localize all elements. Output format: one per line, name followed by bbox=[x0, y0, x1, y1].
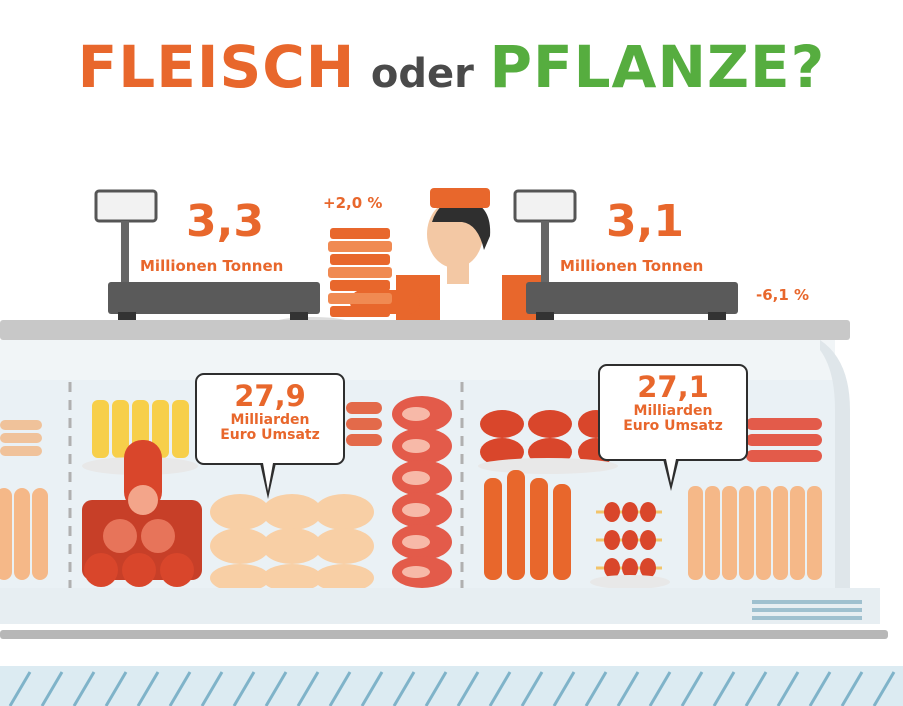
title-plant: PFLANZE? bbox=[489, 33, 826, 101]
left-revenue-line1: Milliarden bbox=[230, 412, 310, 429]
right-bubble-pointer bbox=[663, 459, 679, 491]
title-meat: FLEISCH bbox=[77, 33, 356, 101]
page-title: FLEISCH oder PFLANZE? bbox=[0, 38, 903, 96]
left-bubble-pointer bbox=[260, 463, 276, 499]
right-revenue-line2: Euro Umsatz bbox=[623, 418, 723, 435]
right-volume-change: -6,1 % bbox=[756, 286, 810, 304]
left-revenue-line2: Euro Umsatz bbox=[220, 427, 320, 444]
right-products bbox=[478, 410, 822, 589]
counter-base bbox=[0, 588, 888, 639]
counter-top bbox=[0, 320, 850, 340]
right-revenue-bubble: 27,1 Milliarden Euro Umsatz bbox=[598, 364, 748, 461]
left-volume-change: +2,0 % bbox=[323, 194, 383, 212]
floor-stripes bbox=[0, 666, 903, 706]
right-revenue-value: 27,1 bbox=[637, 370, 709, 404]
left-revenue-bubble: 27,9 Milliarden Euro Umsatz bbox=[195, 373, 345, 465]
bacon-stack bbox=[328, 228, 392, 317]
title-connector: oder bbox=[370, 51, 474, 97]
left-scale bbox=[94, 189, 320, 320]
left-revenue-value: 27,9 bbox=[234, 379, 306, 413]
left-volume-value: 3,3 bbox=[186, 196, 264, 247]
left-volume-unit: Millionen Tonnen bbox=[140, 257, 284, 275]
right-volume-value: 3,1 bbox=[606, 196, 684, 247]
left-products bbox=[0, 396, 452, 592]
right-scale bbox=[513, 189, 738, 320]
right-revenue-line1: Milliarden bbox=[633, 403, 713, 420]
right-volume-unit: Millionen Tonnen bbox=[560, 257, 704, 275]
